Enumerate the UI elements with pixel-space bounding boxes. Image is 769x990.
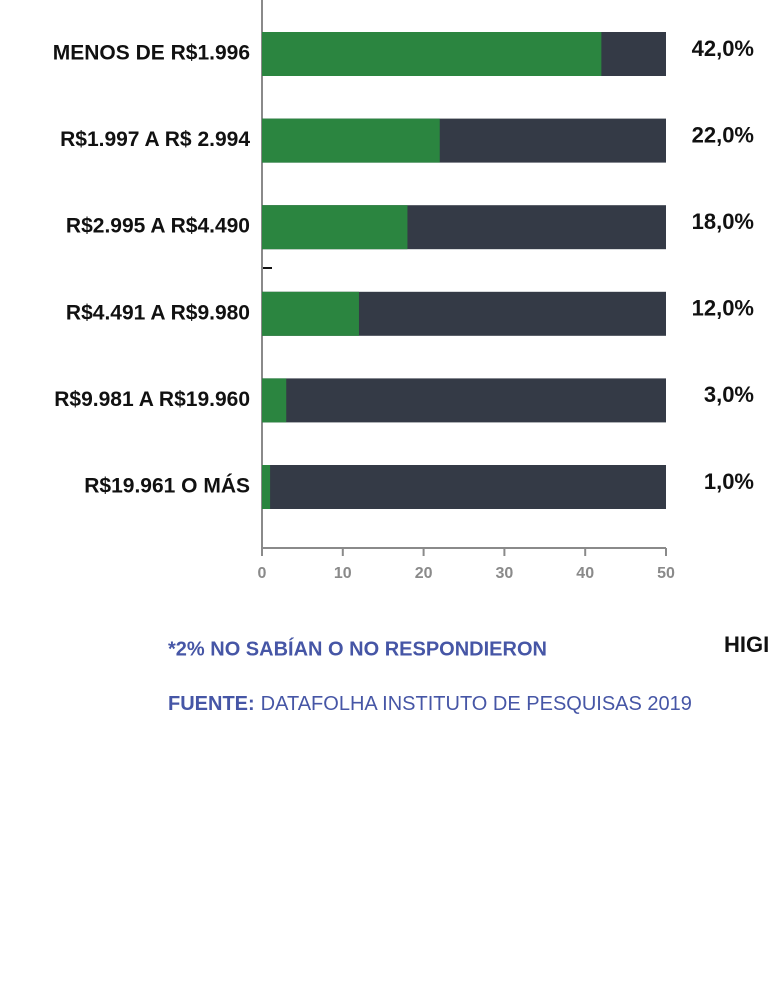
value-label: 18,0% (692, 209, 754, 234)
category-label: R$9.981 A R$19.960 (54, 388, 250, 411)
value-label: 22,0% (692, 122, 754, 147)
x-tick-label: 30 (496, 565, 514, 582)
bar-track (262, 378, 666, 423)
bar (262, 291, 359, 336)
category-label: R$4.491 A R$9.980 (66, 301, 250, 324)
x-tick-label: 40 (576, 565, 594, 582)
category-label: R$1.997 A R$ 2.994 (60, 128, 250, 151)
source-label: FUENTE: (168, 693, 255, 715)
value-label: 1,0% (704, 469, 754, 494)
bar (262, 118, 440, 163)
value-label: 3,0% (704, 382, 754, 407)
x-tick-label: 50 (657, 565, 675, 582)
value-label: 12,0% (692, 296, 754, 321)
bar (262, 205, 408, 250)
brand: HIGI (724, 632, 769, 657)
x-tick-label: 0 (258, 565, 267, 582)
category-label: MENOS DE R$1.996 (53, 42, 250, 65)
bar-track (262, 465, 666, 509)
value-label: 42,0% (692, 36, 754, 61)
bar (262, 378, 287, 423)
bar (262, 465, 271, 509)
category-label: R$19.961 O MÁS (84, 475, 250, 498)
source-text: DATAFOLHA INSTITUTO DE PESQUISAS 2019 (261, 693, 692, 715)
bar (262, 32, 602, 76)
note: *2% NO SABÍAN O NO RESPONDIERON (168, 637, 547, 660)
x-tick-label: 20 (415, 565, 433, 582)
category-label: R$2.995 A R$4.490 (66, 215, 250, 238)
x-tick-label: 10 (334, 565, 352, 582)
source: FUENTE: DATAFOLHA INSTITUTO DE PESQUISAS … (168, 693, 692, 715)
